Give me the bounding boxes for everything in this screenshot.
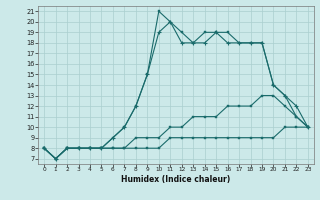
X-axis label: Humidex (Indice chaleur): Humidex (Indice chaleur) [121,175,231,184]
